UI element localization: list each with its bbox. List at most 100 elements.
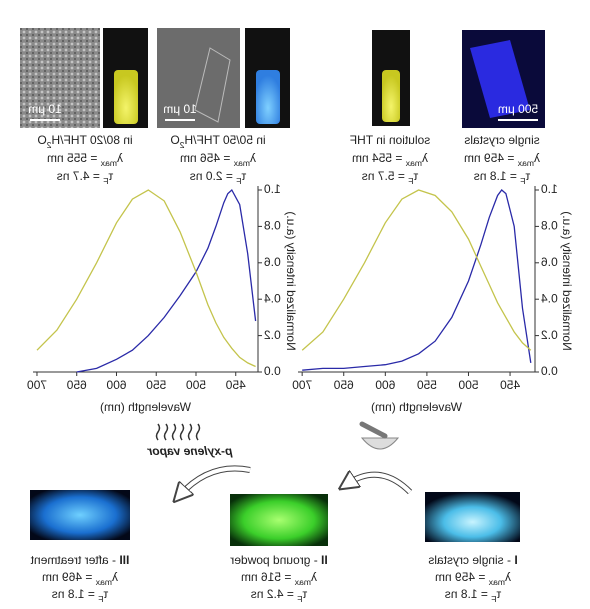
text-part: F: [491, 594, 496, 604]
text-part: 2: [46, 140, 51, 150]
y-tick-label: 0.0: [264, 364, 281, 378]
photo: [230, 494, 328, 546]
text-part: τ: [241, 169, 246, 183]
text-part: max: [100, 158, 117, 168]
text-part: = 459 nm: [435, 570, 489, 584]
crystal-shape: [470, 40, 530, 118]
text-part: III: [119, 553, 129, 567]
text-part: λ: [505, 570, 511, 584]
text-part: single crystals: [464, 133, 539, 147]
x-tick-label: 500: [186, 378, 206, 392]
caption-line: τF = 2.0 ns: [190, 169, 246, 186]
x-tick-label: 550: [417, 378, 437, 392]
vial-liquid: [256, 70, 280, 124]
series-line: [302, 189, 532, 371]
sem-photo: [20, 28, 100, 128]
text-part: = 1.8 ns: [52, 587, 98, 601]
caption-line: in 80/20 THF/H2O: [37, 133, 132, 150]
text-part: max: [488, 577, 505, 587]
arrow: [180, 466, 251, 495]
vapor-icon: [155, 423, 201, 441]
caption-line: in 50/50 THF/H2O: [170, 133, 265, 150]
series-line: [76, 188, 257, 373]
text-part: λ: [112, 570, 118, 584]
y-tick-label: 0.4: [264, 291, 281, 305]
x-axis-label: Wavelength (nm): [371, 400, 462, 414]
caption-line: τF = 1.8 ns: [52, 587, 108, 604]
text-part: = 1.8 ns: [474, 169, 520, 183]
caption-line: λmax = 469 nm: [42, 570, 118, 587]
y-tick-label: 0.4: [541, 291, 558, 305]
text-part: F: [103, 176, 108, 186]
y-tick-label: 0.8: [264, 219, 281, 233]
y-tick-label: 0.8: [541, 219, 558, 233]
caption-line: II - ground powder: [230, 553, 327, 567]
caption-line: λmax = 554 nm: [352, 151, 428, 168]
text-part: = 555 nm: [47, 151, 101, 165]
text-part: F: [98, 594, 103, 604]
text-part: = 4.7 ns: [57, 169, 103, 183]
scale-bar-label: 10 μm: [28, 102, 62, 116]
text-part: = 459 nm: [464, 151, 518, 165]
text-part: max: [233, 158, 250, 168]
y-tick-label: 0.6: [541, 255, 558, 269]
text-part: max: [517, 158, 534, 168]
y-tick-label: 0.6: [264, 255, 281, 269]
x-tick-label: 700: [292, 378, 312, 392]
transition-label: p-xylene vapor: [146, 444, 233, 458]
photo: [425, 492, 520, 542]
mortar-icon: [359, 421, 400, 450]
text-part: = 1.8 ns: [445, 587, 491, 601]
x-tick-label: 600: [375, 378, 395, 392]
arrow: [347, 475, 412, 494]
text-part: = 4.2 ns: [251, 587, 297, 601]
y-axis-label: Normalized intensity (a.u.): [284, 211, 298, 350]
caption-line: λmax = 456 nm: [180, 151, 256, 168]
text-part: λ: [422, 151, 428, 165]
text-part: τ: [413, 169, 418, 183]
text-part: in 50/50 THF/H: [184, 133, 265, 147]
text-part: O: [170, 133, 179, 147]
scale-bar-label: 10 μm: [163, 102, 197, 116]
text-part: = 554 nm: [352, 151, 406, 165]
text-part: λ: [534, 151, 540, 165]
x-tick-label: 600: [106, 378, 126, 392]
text-part: max: [294, 577, 311, 587]
text-part: λ: [311, 570, 317, 584]
vial-liquid: [114, 70, 138, 124]
text-part: = 516 nm: [241, 570, 295, 584]
x-tick-label: 450: [225, 378, 245, 392]
caption-line: single crystals: [464, 133, 539, 147]
text-part: τ: [103, 587, 108, 601]
text-part: I: [514, 553, 517, 567]
caption-line: τF = 1.8 ns: [474, 169, 530, 186]
text-part: = 5.7 ns: [362, 169, 408, 183]
y-tick-label: 0.0: [541, 364, 558, 378]
text-part: = 456 nm: [180, 151, 234, 165]
text-part: τ: [302, 587, 307, 601]
vial-liquid: [382, 70, 400, 122]
text-part: F: [520, 176, 525, 186]
caption-line: τF = 5.7 ns: [362, 169, 418, 186]
text-part: τ: [108, 169, 113, 183]
text-part: O: [37, 133, 46, 147]
x-tick-label: 650: [66, 378, 86, 392]
text-part: - single crystals: [428, 553, 514, 567]
caption-line: III - after treatment: [30, 553, 129, 567]
x-tick-label: 700: [27, 378, 47, 392]
scale-bar-label: 500 μm: [498, 102, 538, 116]
text-part: II: [321, 553, 328, 567]
text-part: λ: [117, 151, 123, 165]
text-part: solution in THF: [350, 133, 430, 147]
x-tick-label: 650: [333, 378, 353, 392]
text-part: max: [95, 577, 112, 587]
sem-crystal: [194, 47, 231, 123]
caption-line: I - single crystals: [428, 553, 517, 567]
text-part: τ: [525, 169, 530, 183]
text-part: 2: [179, 140, 184, 150]
x-axis-label: Wavelength (nm): [100, 400, 191, 414]
caption-line: solution in THF: [350, 133, 430, 147]
text-part: λ: [250, 151, 256, 165]
y-tick-label: 0.2: [541, 328, 558, 342]
text-part: F: [297, 594, 302, 604]
